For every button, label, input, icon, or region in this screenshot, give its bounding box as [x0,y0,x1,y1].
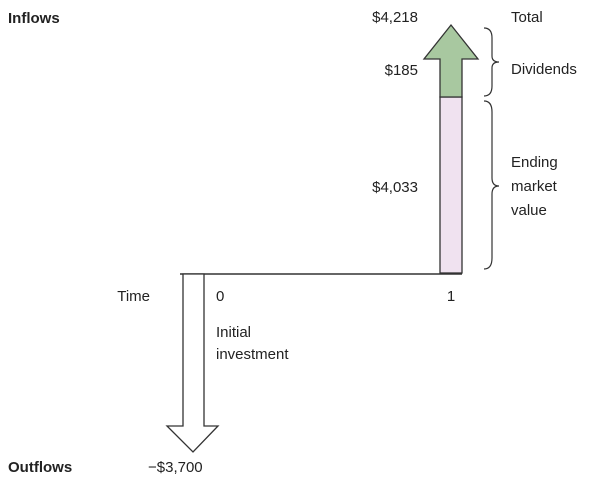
dividends-label: Dividends [511,61,577,78]
total-label: Total [511,9,543,26]
dividends-value: $185 [385,62,418,79]
ending-value-brace [483,100,500,270]
outflow-note: investment [216,346,289,363]
outflow-arrow [165,273,220,453]
ending-value-bar [439,96,463,274]
ending-value: $4,033 [372,179,418,196]
ending-value-label: Ending [511,154,558,171]
dividends-brace [483,27,500,97]
total-value: $4,218 [372,9,418,26]
period-label: 1 [447,288,455,305]
period-label: 0 [216,288,224,305]
inflows-label: Inflows [8,10,60,27]
outflow-note: Initial [216,324,251,341]
time-label: Time [117,288,150,305]
outflows-label: Outflows [8,459,72,476]
ending-value-label: value [511,202,547,219]
dividends-arrow [422,23,480,98]
ending-value-label: market [511,178,558,195]
outflow-amount: −$3,700 [148,459,203,476]
